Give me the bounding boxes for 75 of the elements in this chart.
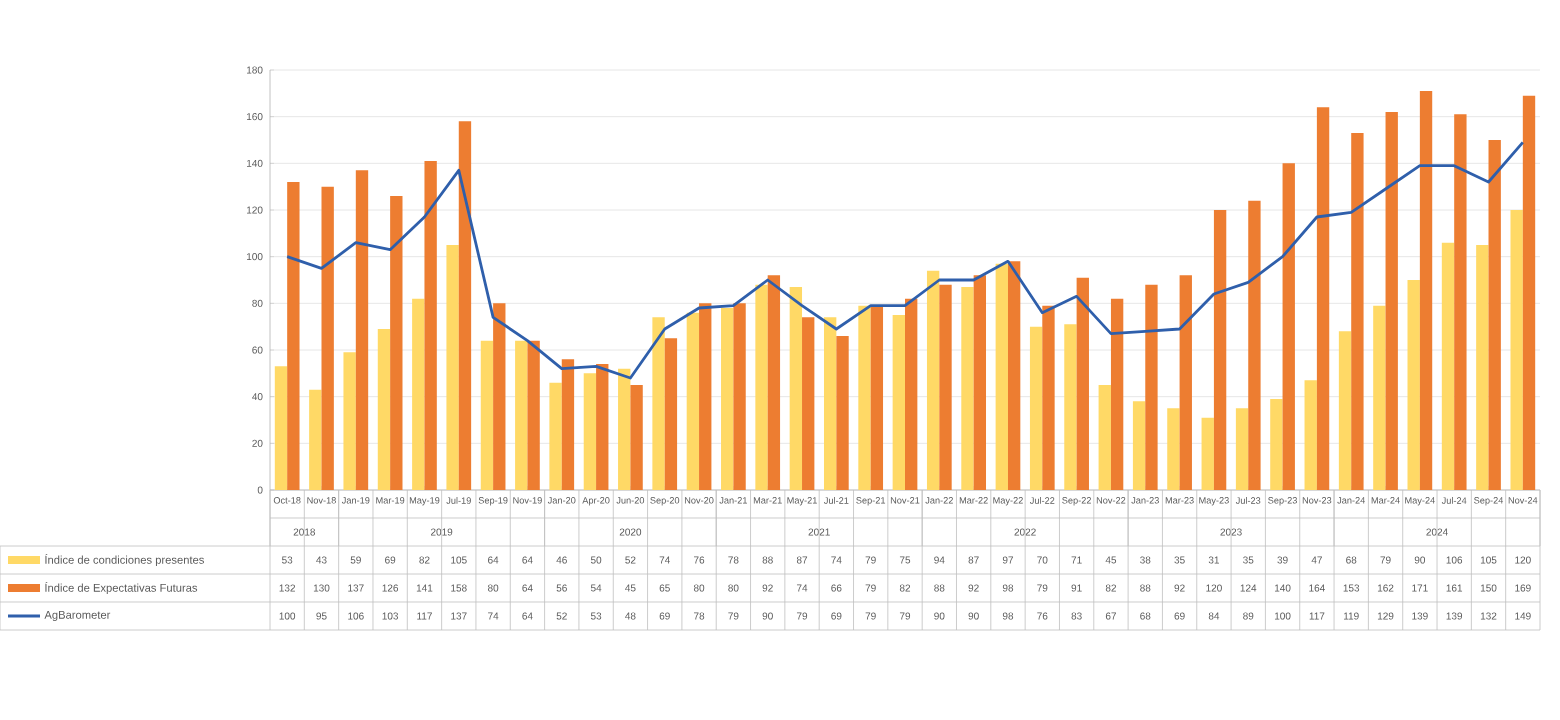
bar xyxy=(755,284,768,490)
bar xyxy=(480,340,494,490)
bar xyxy=(802,317,815,490)
bar xyxy=(1304,380,1317,490)
bar xyxy=(274,366,288,490)
bar xyxy=(1316,107,1330,490)
bar xyxy=(995,263,1008,490)
bar xyxy=(652,317,665,490)
bar xyxy=(321,186,334,490)
bar xyxy=(926,270,940,490)
bar xyxy=(1179,275,1192,490)
bar xyxy=(1522,95,1536,490)
bar xyxy=(824,317,837,490)
bar xyxy=(1201,417,1214,490)
bar xyxy=(870,305,884,490)
bar xyxy=(1145,284,1158,490)
bar xyxy=(630,385,643,490)
bar xyxy=(458,121,472,490)
bar xyxy=(377,329,391,490)
bar xyxy=(618,368,631,490)
bar xyxy=(1248,200,1261,490)
bar xyxy=(1098,385,1111,490)
bar xyxy=(1064,324,1077,490)
bar xyxy=(343,352,356,490)
bar xyxy=(1235,408,1249,490)
bar xyxy=(1029,326,1043,490)
bar xyxy=(1419,91,1433,490)
bar xyxy=(515,340,528,490)
bar xyxy=(1007,261,1021,490)
bar xyxy=(355,170,369,490)
bar xyxy=(789,287,803,490)
bar xyxy=(1076,277,1089,490)
line-series xyxy=(285,140,1525,380)
bar xyxy=(527,340,540,490)
bar xyxy=(446,245,459,490)
bar xyxy=(1441,242,1455,490)
bar xyxy=(961,287,974,490)
bar xyxy=(892,315,905,490)
bar xyxy=(858,305,871,490)
bar xyxy=(1110,298,1124,490)
bar xyxy=(836,336,849,490)
bar xyxy=(309,389,322,490)
bar xyxy=(686,312,700,490)
bar xyxy=(767,275,781,490)
bar xyxy=(287,182,300,490)
bar xyxy=(583,373,597,490)
bar xyxy=(1510,210,1523,490)
bar xyxy=(939,284,952,490)
bar xyxy=(733,303,746,490)
bar xyxy=(1454,114,1467,490)
bar xyxy=(1167,408,1180,490)
bar xyxy=(1351,133,1364,490)
bar xyxy=(1282,163,1295,490)
bar xyxy=(664,338,678,490)
bar xyxy=(1373,305,1386,490)
bar xyxy=(412,298,425,490)
bar xyxy=(1488,140,1501,490)
bar xyxy=(1407,280,1420,490)
bar xyxy=(549,382,562,490)
bar xyxy=(721,308,734,490)
bar xyxy=(596,364,609,490)
bar xyxy=(561,359,575,490)
bar xyxy=(1385,112,1398,490)
bar xyxy=(1042,305,1055,490)
bar xyxy=(424,161,437,490)
bar xyxy=(493,303,506,490)
bar xyxy=(390,196,403,490)
bar xyxy=(973,275,986,490)
bar xyxy=(1270,399,1283,490)
bar xyxy=(699,303,712,490)
bar xyxy=(1213,210,1227,490)
bar xyxy=(1132,401,1146,490)
bar xyxy=(1338,331,1352,490)
bar xyxy=(1476,245,1489,490)
bar xyxy=(905,298,918,490)
